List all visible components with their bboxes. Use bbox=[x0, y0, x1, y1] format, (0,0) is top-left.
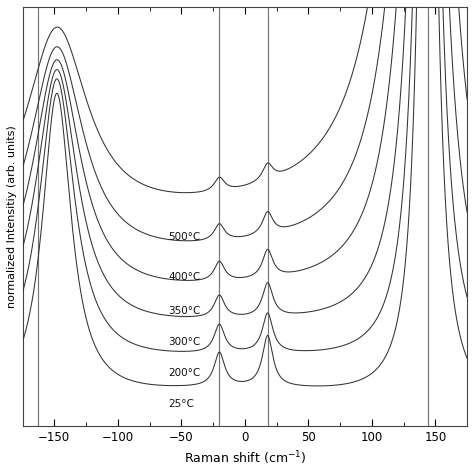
Text: 300°C: 300°C bbox=[169, 337, 201, 347]
Y-axis label: normalized Intensitiy (arb. units): normalized Intensitiy (arb. units) bbox=[7, 125, 17, 308]
Text: 400°C: 400°C bbox=[169, 272, 201, 282]
X-axis label: Raman shift (cm$^{-1}$): Raman shift (cm$^{-1}$) bbox=[183, 449, 306, 467]
Text: 350°C: 350°C bbox=[169, 306, 201, 316]
Text: 25°C: 25°C bbox=[169, 399, 194, 409]
Text: 200°C: 200°C bbox=[169, 368, 201, 378]
Text: 500°C: 500°C bbox=[169, 232, 201, 242]
